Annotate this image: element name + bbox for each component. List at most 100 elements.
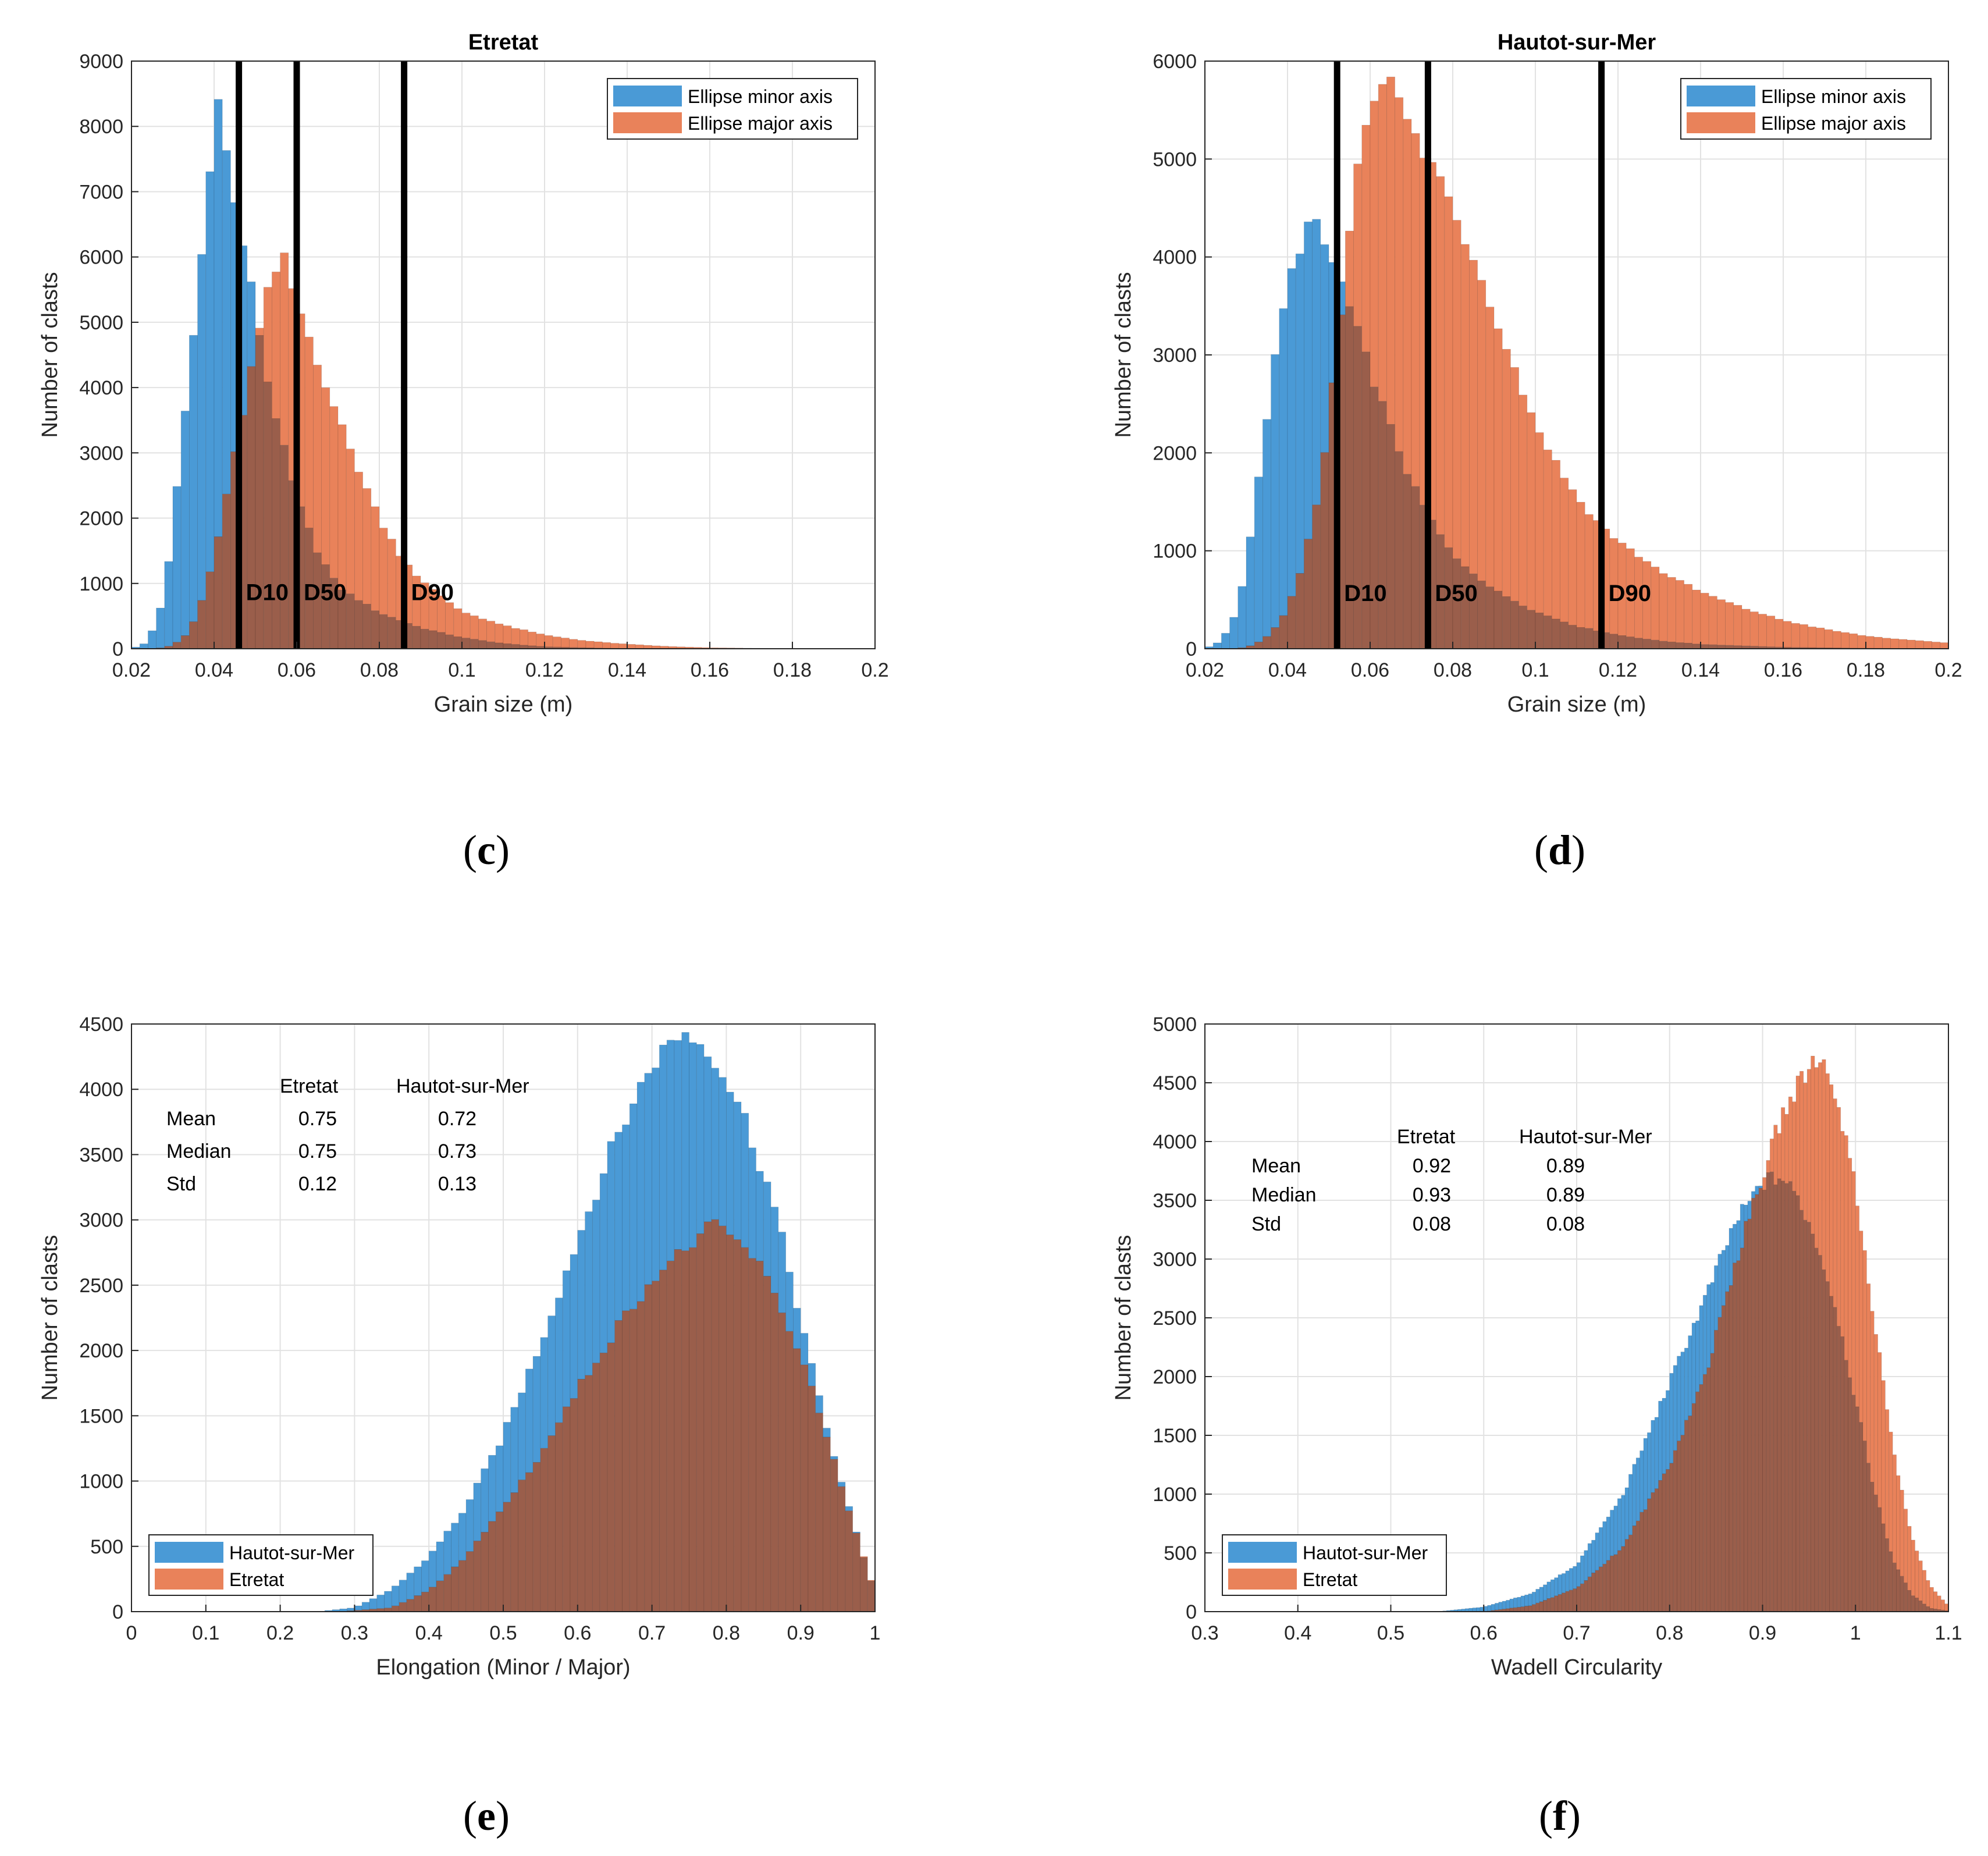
bar-hautot-sur-mer xyxy=(1539,1587,1544,1602)
y-tick-label: 1000 xyxy=(79,1471,123,1493)
bar-overlap xyxy=(1642,639,1652,649)
x-tick-label: 0.14 xyxy=(608,659,646,681)
chart-c: D10 D50 D90 0.02 0.04 0.06 0.08 0.1 0.12 0.14 0.16… xyxy=(38,30,889,717)
bar-overlap xyxy=(1665,1469,1670,1612)
bar-ellipse-minor-axis xyxy=(247,281,256,367)
bar-ellipse-major-axis xyxy=(1444,196,1453,548)
x-tick-label: 0.18 xyxy=(773,659,812,681)
bar-overlap xyxy=(570,1398,578,1612)
bar-ellipse-major-axis xyxy=(1667,577,1676,642)
bar-hautot-sur-mer xyxy=(1617,1498,1622,1551)
bar-overlap xyxy=(1254,642,1263,649)
bar-overlap xyxy=(622,1310,630,1612)
y-tick-label: 5000 xyxy=(1153,1014,1197,1036)
stats-value: 0.12 xyxy=(298,1173,337,1195)
bar-hautot-sur-mer xyxy=(1554,1577,1559,1597)
bar-hautot-sur-mer xyxy=(1658,1400,1663,1481)
bar-ellipse-minor-axis xyxy=(1295,253,1304,574)
bar-ellipse-minor-axis xyxy=(1212,642,1222,649)
bar-overlap xyxy=(1758,1187,1763,1612)
bar-overlap xyxy=(1531,1604,1537,1612)
bar-hautot-sur-mer xyxy=(1680,1352,1685,1436)
bar-overlap xyxy=(271,418,280,649)
histogram-bars xyxy=(1204,76,1949,649)
bar-etretat xyxy=(1818,1062,1823,1256)
bar-hautot-sur-mer xyxy=(726,1091,734,1235)
bar-ellipse-major-axis xyxy=(1403,119,1412,475)
bar-overlap xyxy=(808,1385,816,1612)
bar-overlap xyxy=(778,1312,787,1612)
bar-ellipse-major-axis xyxy=(263,287,272,382)
bar-etretat xyxy=(1822,1059,1826,1270)
bar-overlap xyxy=(1818,1255,1823,1612)
y-tick-label: 0 xyxy=(112,638,123,660)
bar-overlap xyxy=(1546,1598,1551,1612)
stats-table: Etretat Hautot-sur-Mer Mean 0.75 0.72 Median 0… xyxy=(166,1075,529,1195)
bar-overlap xyxy=(1717,1317,1722,1612)
y-tick-label: 2500 xyxy=(79,1275,123,1297)
y-tick-label: 4000 xyxy=(79,1079,123,1101)
bar-ellipse-major-axis xyxy=(1568,489,1577,625)
bar-ellipse-major-axis xyxy=(1560,478,1569,623)
bar-hautot-sur-mer xyxy=(1706,1284,1711,1368)
bar-overlap xyxy=(172,642,182,649)
bar-etretat xyxy=(1781,1107,1786,1182)
bar-ellipse-major-axis xyxy=(280,253,289,446)
bar-ellipse-major-axis xyxy=(1527,412,1536,611)
bar-hautot-sur-mer xyxy=(361,1602,370,1610)
marker-label-d50: D50 xyxy=(304,579,346,605)
bar-etretat xyxy=(1788,1096,1793,1182)
bar-overlap xyxy=(547,1435,556,1612)
legend: Hautot-sur-Mer Etretat xyxy=(1222,1534,1447,1596)
bar-overlap xyxy=(406,1599,415,1612)
bar-hautot-sur-mer xyxy=(1498,1602,1503,1610)
x-tick-label: 0 xyxy=(126,1622,137,1644)
legend-swatch-ellipse-major-axis xyxy=(1687,112,1755,133)
bar-hautot-sur-mer xyxy=(666,1040,675,1261)
bar-hautot-sur-mer xyxy=(1710,1282,1715,1354)
x-tick-label: 0.5 xyxy=(1377,1622,1404,1644)
bar-hautot-sur-mer xyxy=(577,1230,585,1379)
bar-ellipse-minor-axis xyxy=(1254,477,1263,642)
bar-etretat xyxy=(1911,1539,1915,1597)
bar-overlap xyxy=(1543,1600,1548,1612)
bar-overlap xyxy=(1626,637,1635,649)
bar-hautot-sur-mer xyxy=(1699,1305,1704,1385)
bar-overlap xyxy=(636,1301,645,1612)
stats-row-label: Std xyxy=(166,1173,196,1195)
bar-overlap xyxy=(785,1331,794,1612)
bar-overlap xyxy=(445,634,454,649)
bar-overlap xyxy=(1539,1601,1544,1612)
bar-overlap xyxy=(1721,1305,1726,1612)
bar-hautot-sur-mer xyxy=(785,1271,794,1332)
bar-overlap xyxy=(562,1406,571,1612)
x-tick-label: 0.9 xyxy=(787,1622,815,1644)
bar-ellipse-major-axis xyxy=(461,613,471,639)
bar-overlap xyxy=(681,1250,689,1612)
bar-hautot-sur-mer xyxy=(1487,1605,1492,1612)
bar-ellipse-minor-axis xyxy=(1312,219,1321,506)
bar-hautot-sur-mer xyxy=(1606,1516,1610,1561)
bar-overlap xyxy=(414,1595,422,1612)
stats-value: 0.75 xyxy=(298,1140,337,1162)
legend-swatch-etretat xyxy=(1228,1569,1297,1590)
bar-overlap xyxy=(1903,1583,1908,1612)
bar-hautot-sur-mer xyxy=(1565,1570,1570,1592)
bar-hautot-sur-mer xyxy=(1643,1438,1648,1510)
x-tick-label: 0.12 xyxy=(525,659,564,681)
bar-overlap xyxy=(585,1375,593,1612)
bar-hautot-sur-mer xyxy=(399,1580,407,1603)
bar-ellipse-minor-axis xyxy=(1262,419,1271,637)
bar-hautot-sur-mer xyxy=(644,1073,652,1285)
bar-hautot-sur-mer xyxy=(837,1481,846,1487)
bar-etretat xyxy=(1784,1114,1789,1184)
bar-overlap xyxy=(222,493,231,649)
bar-hautot-sur-mer xyxy=(681,1032,689,1251)
bar-overlap xyxy=(1654,1488,1659,1612)
x-tick-label: 0.02 xyxy=(1186,659,1224,681)
bar-hautot-sur-mer xyxy=(458,1513,467,1561)
legend: Ellipse minor axis Ellipse major axis xyxy=(1680,78,1932,140)
bar-ellipse-major-axis xyxy=(561,638,570,648)
stats-value: 0.72 xyxy=(438,1108,476,1130)
bar-hautot-sur-mer xyxy=(1584,1550,1588,1581)
